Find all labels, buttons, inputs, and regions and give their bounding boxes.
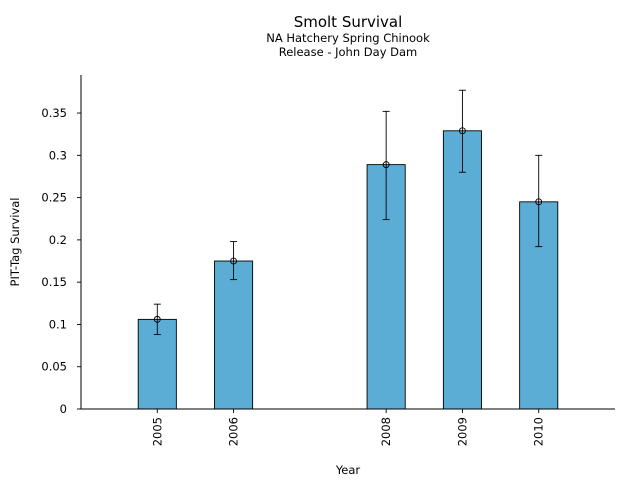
point-marker-2005 (153, 315, 161, 323)
axes-layer (80, 75, 615, 410)
x-axis-label: Year (335, 463, 361, 477)
ticks-layer: 2005 2006 2008 2009 2010 0 0.05 0.1 0.15 0.2 0.25 0… (41, 106, 545, 446)
point-marker-2009 (458, 127, 466, 135)
chart-subtitle-1: NA Hatchery Spring Chinook (266, 31, 430, 45)
point-marker-2006 (230, 257, 238, 265)
x-tick-label-2005: 2005 (150, 417, 164, 446)
y-tick-label-4: 0.2 (49, 233, 67, 247)
y-tick-label-6: 0.3 (49, 148, 67, 162)
y-tick-label-5: 0.25 (41, 191, 67, 205)
x-tick-label-2009: 2009 (455, 417, 469, 446)
y-tick-label-1: 0.05 (41, 360, 67, 374)
bar-2006 (214, 260, 254, 410)
x-tick-label-2008: 2008 (379, 417, 393, 446)
y-axis-label: PIT-Tag Survival (8, 198, 22, 287)
y-tick-label-7: 0.35 (41, 106, 67, 120)
chart-title: Smolt Survival (293, 13, 403, 31)
bars-layer (137, 130, 559, 410)
chart-subtitle-2: Release - John Day Dam (278, 45, 418, 59)
point-marker-2010 (535, 198, 543, 206)
error-bars-layer (153, 89, 543, 336)
y-tick-label-3: 0.15 (41, 275, 67, 289)
x-tick-label-2010: 2010 (532, 417, 546, 446)
point-marker-2008 (382, 161, 390, 169)
y-tick-label-0: 0 (60, 402, 67, 416)
x-tick-label-2006: 2006 (227, 417, 241, 446)
y-tick-label-2: 0.1 (49, 317, 67, 331)
